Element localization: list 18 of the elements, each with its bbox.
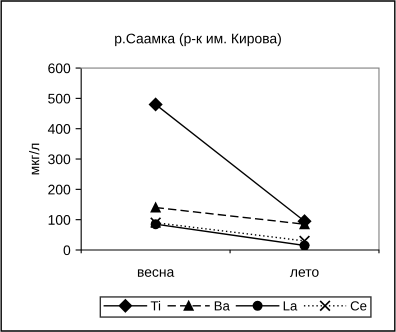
y-tick-label: 100 (48, 215, 70, 225)
y-tick-label: 600 (48, 63, 70, 74)
y-tick-label: 300 (48, 154, 70, 164)
legend-label: La (284, 301, 298, 311)
x-tick-label: весна (138, 269, 174, 277)
legend-label: Ti (150, 300, 160, 310)
legend-label: Ba (214, 301, 230, 311)
y-axis-title: мкг/л (29, 144, 40, 174)
y-tick-label: 200 (48, 184, 70, 195)
y-tick-label: 500 (48, 94, 70, 104)
y-tick-label: 0 (64, 245, 70, 256)
point (150, 202, 161, 213)
point (148, 98, 162, 112)
point (298, 235, 310, 247)
y-tick-label: 400 (48, 124, 70, 134)
x-tick-label: лето (290, 269, 319, 277)
legend-label: Ce (350, 301, 366, 311)
chart-title: р.Саамка (р-к им. Кирова) (115, 33, 281, 46)
